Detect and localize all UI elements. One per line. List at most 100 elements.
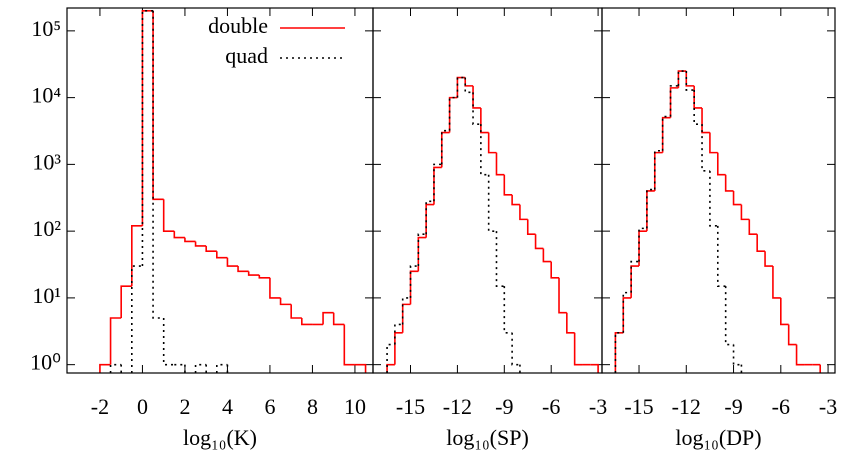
hist-step — [724, 174, 734, 192]
hist-step — [795, 344, 805, 366]
hist-step — [590, 363, 599, 373]
hist-step — [205, 245, 217, 253]
hist-step — [693, 85, 703, 109]
hist-step — [495, 152, 505, 176]
hist-step — [573, 332, 583, 366]
hist-step — [433, 163, 442, 202]
hist-step — [226, 257, 239, 267]
hist-step — [401, 297, 411, 325]
hist-step — [653, 149, 663, 190]
y-tick-label: 10⁴ — [31, 83, 61, 108]
x-tick-label: -9 — [495, 394, 513, 419]
x-tick-label: -6 — [772, 394, 790, 419]
hist-step — [99, 363, 111, 373]
hist-step — [290, 304, 302, 319]
hist-step — [109, 363, 122, 373]
hist-step — [661, 116, 671, 153]
y-tick-label: 10¹ — [32, 283, 61, 308]
hist-step — [386, 363, 395, 373]
hist-step — [247, 271, 260, 276]
hist-step — [162, 199, 175, 232]
hist-step — [511, 194, 520, 206]
hist-step — [732, 190, 742, 206]
hist-step — [542, 248, 552, 263]
x-tick-label: 0 — [137, 394, 148, 419]
hist-step — [464, 77, 474, 94]
hist-step — [646, 188, 655, 229]
hist-step — [646, 190, 655, 232]
hist-step — [386, 343, 395, 373]
hist-step — [120, 285, 132, 318]
hist-step — [614, 332, 624, 373]
hist-step — [425, 200, 434, 235]
y-tick-label: 10⁵ — [31, 16, 61, 41]
hist-step — [511, 332, 520, 366]
x-tick-label: -12 — [672, 394, 701, 419]
hist-step — [534, 234, 544, 250]
hist-step — [409, 265, 419, 298]
hist-step — [464, 77, 474, 87]
hist-step — [480, 107, 489, 134]
hist-step — [630, 260, 640, 293]
hist-step — [526, 219, 536, 235]
hist-step — [709, 170, 718, 227]
hist-step — [693, 90, 703, 125]
hist-step — [269, 277, 281, 299]
hist-step — [669, 87, 679, 118]
hist-step — [394, 332, 403, 365]
hist-step — [764, 251, 773, 267]
hist-step — [216, 363, 228, 373]
hist-step — [630, 265, 640, 298]
hist-step — [237, 266, 249, 273]
hist-step — [677, 70, 687, 86]
hist-step — [772, 266, 781, 299]
x-tick-label: -6 — [542, 394, 560, 419]
hist-step — [780, 297, 789, 326]
hist-step — [787, 324, 797, 346]
x-tick-label: 4 — [222, 394, 233, 419]
hist-step — [495, 231, 505, 287]
hist-step — [417, 233, 427, 267]
hist-step — [503, 286, 513, 334]
hist-step — [401, 303, 411, 333]
hist-step — [653, 151, 663, 191]
x-axis-label: log₁₀(SP) — [446, 425, 529, 450]
hist-step — [322, 311, 334, 325]
legend-label: double — [208, 13, 268, 38]
hist-step — [701, 124, 710, 172]
hist-step — [669, 85, 679, 117]
hist-step — [740, 204, 750, 221]
hist-step — [732, 344, 742, 366]
hist-step — [566, 312, 575, 334]
plot-frame — [601, 7, 836, 374]
hist-step — [343, 324, 355, 366]
hist-step — [487, 132, 497, 154]
hist-step — [677, 70, 687, 88]
hist-step — [638, 230, 647, 267]
x-tick-label: -15 — [624, 394, 653, 419]
hist-step — [519, 204, 528, 221]
hist-step — [184, 237, 196, 243]
x-axis-label: log₁₀(DP) — [675, 425, 761, 450]
hist-step — [258, 275, 270, 279]
hist-step — [394, 323, 403, 345]
hist-step — [550, 261, 560, 279]
y-tick-label: 10² — [32, 216, 61, 241]
hist-step — [440, 131, 450, 168]
hist-step — [332, 312, 345, 326]
hist-step — [622, 291, 632, 333]
y-tick-label: 10³ — [32, 149, 61, 174]
hist-step — [456, 76, 466, 98]
hist-step — [614, 332, 624, 373]
hist-step — [716, 225, 726, 287]
x-axis-label: log₁₀(K) — [183, 425, 257, 450]
hist-step — [354, 363, 367, 373]
hist-step — [472, 85, 481, 109]
hist-step — [216, 251, 228, 259]
hist-step — [417, 236, 427, 272]
hist-step — [279, 297, 292, 306]
hist-step — [448, 96, 458, 133]
x-tick-label: 2 — [179, 394, 190, 419]
hist-step — [456, 76, 466, 98]
